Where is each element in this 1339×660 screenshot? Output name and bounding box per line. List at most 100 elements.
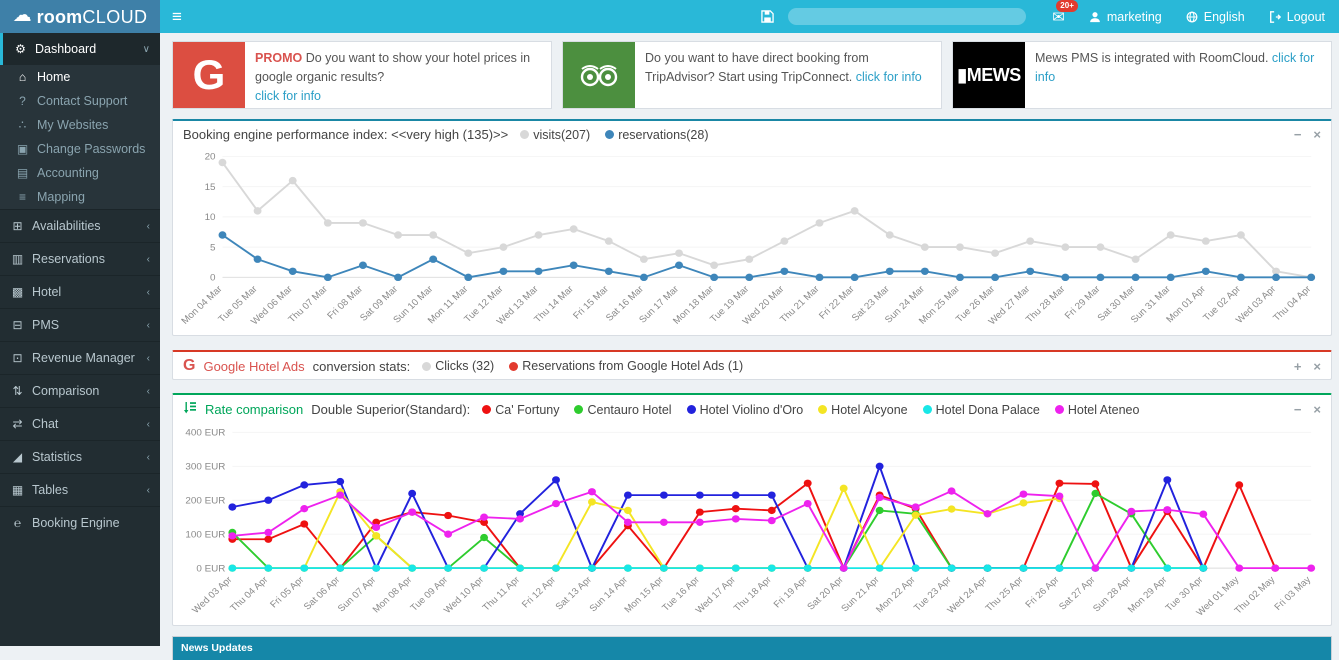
my-websites-icon: ∴ — [18, 118, 27, 132]
promo-text: Do you want to have direct booking from … — [645, 51, 869, 84]
panel-title: Booking engine performance index: <<very… — [183, 127, 509, 142]
legend-dot — [520, 130, 530, 139]
close-button[interactable]: × — [1313, 402, 1321, 417]
hotel-save-icon — [761, 10, 775, 23]
sidebar-item-home[interactable]: ⌂ Home — [0, 65, 160, 89]
svg-text:10: 10 — [205, 212, 216, 223]
legend-dot — [818, 405, 828, 414]
click-for-info-link[interactable]: click for info — [255, 88, 321, 103]
logout-label: Logout — [1286, 9, 1325, 24]
sidebar-toggle-icon[interactable]: ≡ — [172, 7, 182, 26]
panel-booking-performance: Booking engine performance index: <<very… — [172, 119, 1332, 336]
legend-dot — [686, 405, 696, 414]
legend-item: Ca' Fortuny — [482, 403, 559, 417]
sidebar-item-change-passwords[interactable]: ▣ Change Passwords — [0, 137, 160, 161]
sidebar-item-accounting[interactable]: ▤ Accounting — [0, 161, 160, 185]
sidebar-item-revenue-manager[interactable]: ⊡ Revenue Manager ‹ — [0, 341, 160, 374]
sidebar-item-contact-support[interactable]: ? Contact Support — [0, 89, 160, 113]
sidebar-item-comparison[interactable]: ⇅ Comparison ‹ — [0, 374, 160, 407]
legend-label: Hotel Ateneo — [1067, 402, 1140, 417]
sidebar-item-tables[interactable]: ▦ Tables ‹ — [0, 473, 160, 506]
chevron-left-icon: ‹ — [146, 484, 150, 496]
promo-card-text: PROMO Do you want to show your hotel pri… — [245, 42, 551, 108]
sidebar-item-label: Dashboard — [35, 42, 97, 56]
legend-label: Ca' Fortuny — [495, 402, 560, 417]
accounting-icon: ▤ — [16, 166, 29, 180]
sidebar-item-statistics[interactable]: ◢ Statistics ‹ — [0, 440, 160, 473]
chevron-left-icon: ‹ — [146, 253, 150, 265]
close-button[interactable]: × — [1313, 127, 1321, 142]
expand-button[interactable]: + — [1293, 358, 1302, 374]
sidebar-item-chat[interactable]: ⇄ Chat ‹ — [0, 407, 160, 440]
booking-engine-icon: ℮ — [13, 516, 22, 530]
svg-text:200 EUR: 200 EUR — [185, 496, 225, 507]
promo-card-google-promo: G PROMO Do you want to show your hotel pr… — [172, 41, 552, 109]
sidebar-item-my-websites[interactable]: ∴ My Websites — [0, 113, 160, 137]
sidebar-item-availabilities[interactable]: ⊞ Availabilities ‹ — [0, 209, 160, 242]
messages-button[interactable]: ✉ 20+ — [1052, 0, 1078, 26]
sidebar-item-label: Availabilities — [32, 219, 101, 233]
legend-label: visits(207) — [533, 127, 591, 142]
legend-label: Centauro Hotel — [587, 402, 672, 417]
collapse-button[interactable]: − — [1293, 127, 1302, 142]
logout-icon — [1269, 10, 1281, 23]
panel-google-hotel-ads: G Google Hotel Ads conversion stats: Cli… — [172, 350, 1332, 380]
panel-brand: Rate comparison — [205, 402, 304, 417]
legend-item: Clicks (32) — [422, 359, 494, 373]
home-icon: ⌂ — [18, 70, 27, 84]
collapse-button[interactable]: − — [1293, 402, 1302, 417]
news-updates-title: News Updates — [181, 642, 253, 654]
sidebar-item-hotel[interactable]: ▩ Hotel ‹ — [0, 275, 160, 308]
sidebar-item-pms[interactable]: ⊟ PMS ‹ — [0, 308, 160, 341]
click-for-info-link[interactable]: click for info — [855, 69, 922, 84]
svg-text:Fri 03 May: Fri 03 May — [1272, 574, 1313, 612]
legend-label: Hotel Alcyone — [831, 402, 908, 417]
sort-amount-icon — [183, 401, 197, 418]
sidebar-item-mapping[interactable]: ≡ Mapping — [0, 185, 160, 209]
sidebar-item-label: Home — [37, 70, 71, 84]
svg-text:Wed 17 Apr: Wed 17 Apr — [694, 574, 739, 616]
svg-text:Wed 10 Apr: Wed 10 Apr — [442, 574, 487, 616]
sidebar-item-dashboard[interactable]: ⚙ Dashboard ∨ — [0, 33, 160, 65]
pms-icon: ⊟ — [12, 318, 23, 332]
chevron-left-icon: ‹ — [146, 286, 150, 298]
click-for-info-link[interactable]: click for info — [1035, 51, 1315, 84]
hotel-icon: ▩ — [11, 285, 24, 299]
panel-body: 0 EUR 100 EUR 200 EUR 300 EUR 400 EUR Wed 03 … — [173, 423, 1331, 625]
promo-text: Do you want to show your hotel prices in… — [255, 51, 531, 84]
sidebar-item-booking-engine[interactable]: ℮ Booking Engine — [0, 506, 160, 539]
language-menu[interactable]: English — [1186, 10, 1245, 24]
sidebar-item-label: Booking Engine — [32, 516, 120, 530]
legend-item: Hotel Dona Palace — [922, 403, 1040, 417]
availabilities-icon: ⊞ — [12, 219, 23, 233]
sidebar-item-label: Tables — [32, 483, 69, 497]
promo-card-tripadvisor: Do you want to have direct booking from … — [562, 41, 942, 109]
sidebar-item-label: Contact Support — [37, 94, 128, 108]
language-label: English — [1203, 9, 1245, 24]
brand-logo[interactable]: ☁ roomCLOUD — [0, 0, 160, 33]
sidebar-item-reservations[interactable]: ▥ Reservations ‹ — [0, 242, 160, 275]
svg-text:Thu 21 Mar: Thu 21 Mar — [778, 283, 822, 325]
messages-count-badge: 20+ — [1056, 0, 1078, 12]
logout-button[interactable]: Logout — [1269, 10, 1325, 24]
panel-header: G Google Hotel Ads conversion stats: Cli… — [173, 352, 1331, 379]
contact-support-icon: ? — [19, 94, 26, 108]
legend-dot — [1054, 405, 1064, 414]
mapping-icon: ≡ — [18, 190, 26, 204]
hotel-name-redacted — [788, 8, 1027, 25]
panel-title: Double Superior(Standard): — [311, 402, 471, 417]
promo-card-text: Do you want to have direct booking from … — [635, 42, 941, 108]
user-menu[interactable]: marketing — [1089, 10, 1162, 24]
sidebar-item-label: PMS — [32, 318, 60, 332]
close-button[interactable]: × — [1313, 358, 1321, 374]
legend-item: Hotel Alcyone — [818, 402, 908, 417]
legend-item: Hotel Ateneo — [1054, 402, 1140, 417]
svg-text:300 EUR: 300 EUR — [185, 462, 225, 473]
svg-text:Wed 24 Apr: Wed 24 Apr — [945, 574, 990, 616]
svg-text:Mon 29 Apr: Mon 29 Apr — [1126, 574, 1170, 615]
svg-text:Thu 18 Apr: Thu 18 Apr — [732, 574, 775, 614]
svg-text:5: 5 — [210, 243, 215, 254]
statistics-icon: ◢ — [12, 450, 23, 464]
chevron-left-icon: ‹ — [146, 385, 150, 397]
chevron-left-icon: ‹ — [146, 418, 150, 430]
